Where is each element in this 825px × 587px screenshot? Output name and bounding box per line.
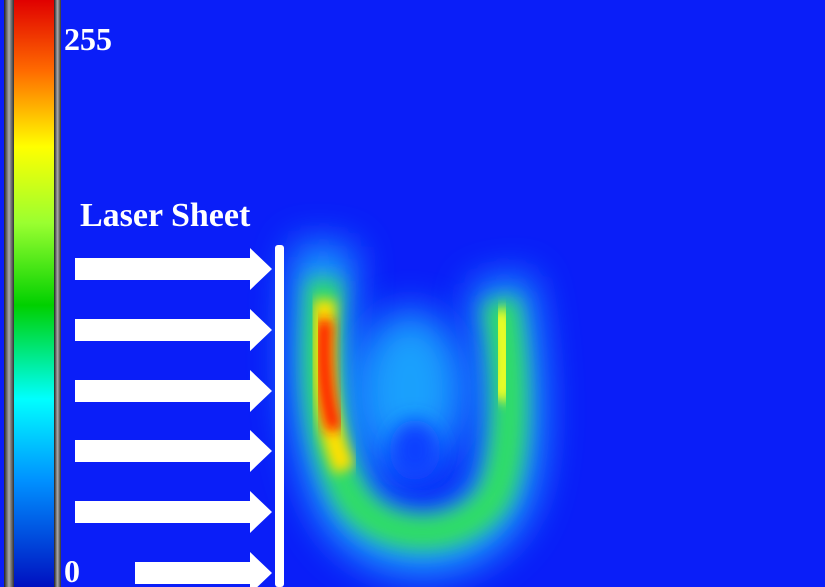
laser-arrows bbox=[75, 245, 284, 587]
plume bbox=[288, 242, 544, 575]
colorbar-min-label: 0 bbox=[64, 553, 80, 587]
colorbar-edge bbox=[4, 0, 14, 587]
colorbar-edge bbox=[54, 0, 61, 587]
colorbar-max-label: 255 bbox=[64, 21, 112, 57]
annotation: Laser Sheet bbox=[80, 197, 251, 234]
colorbar bbox=[14, 0, 54, 587]
